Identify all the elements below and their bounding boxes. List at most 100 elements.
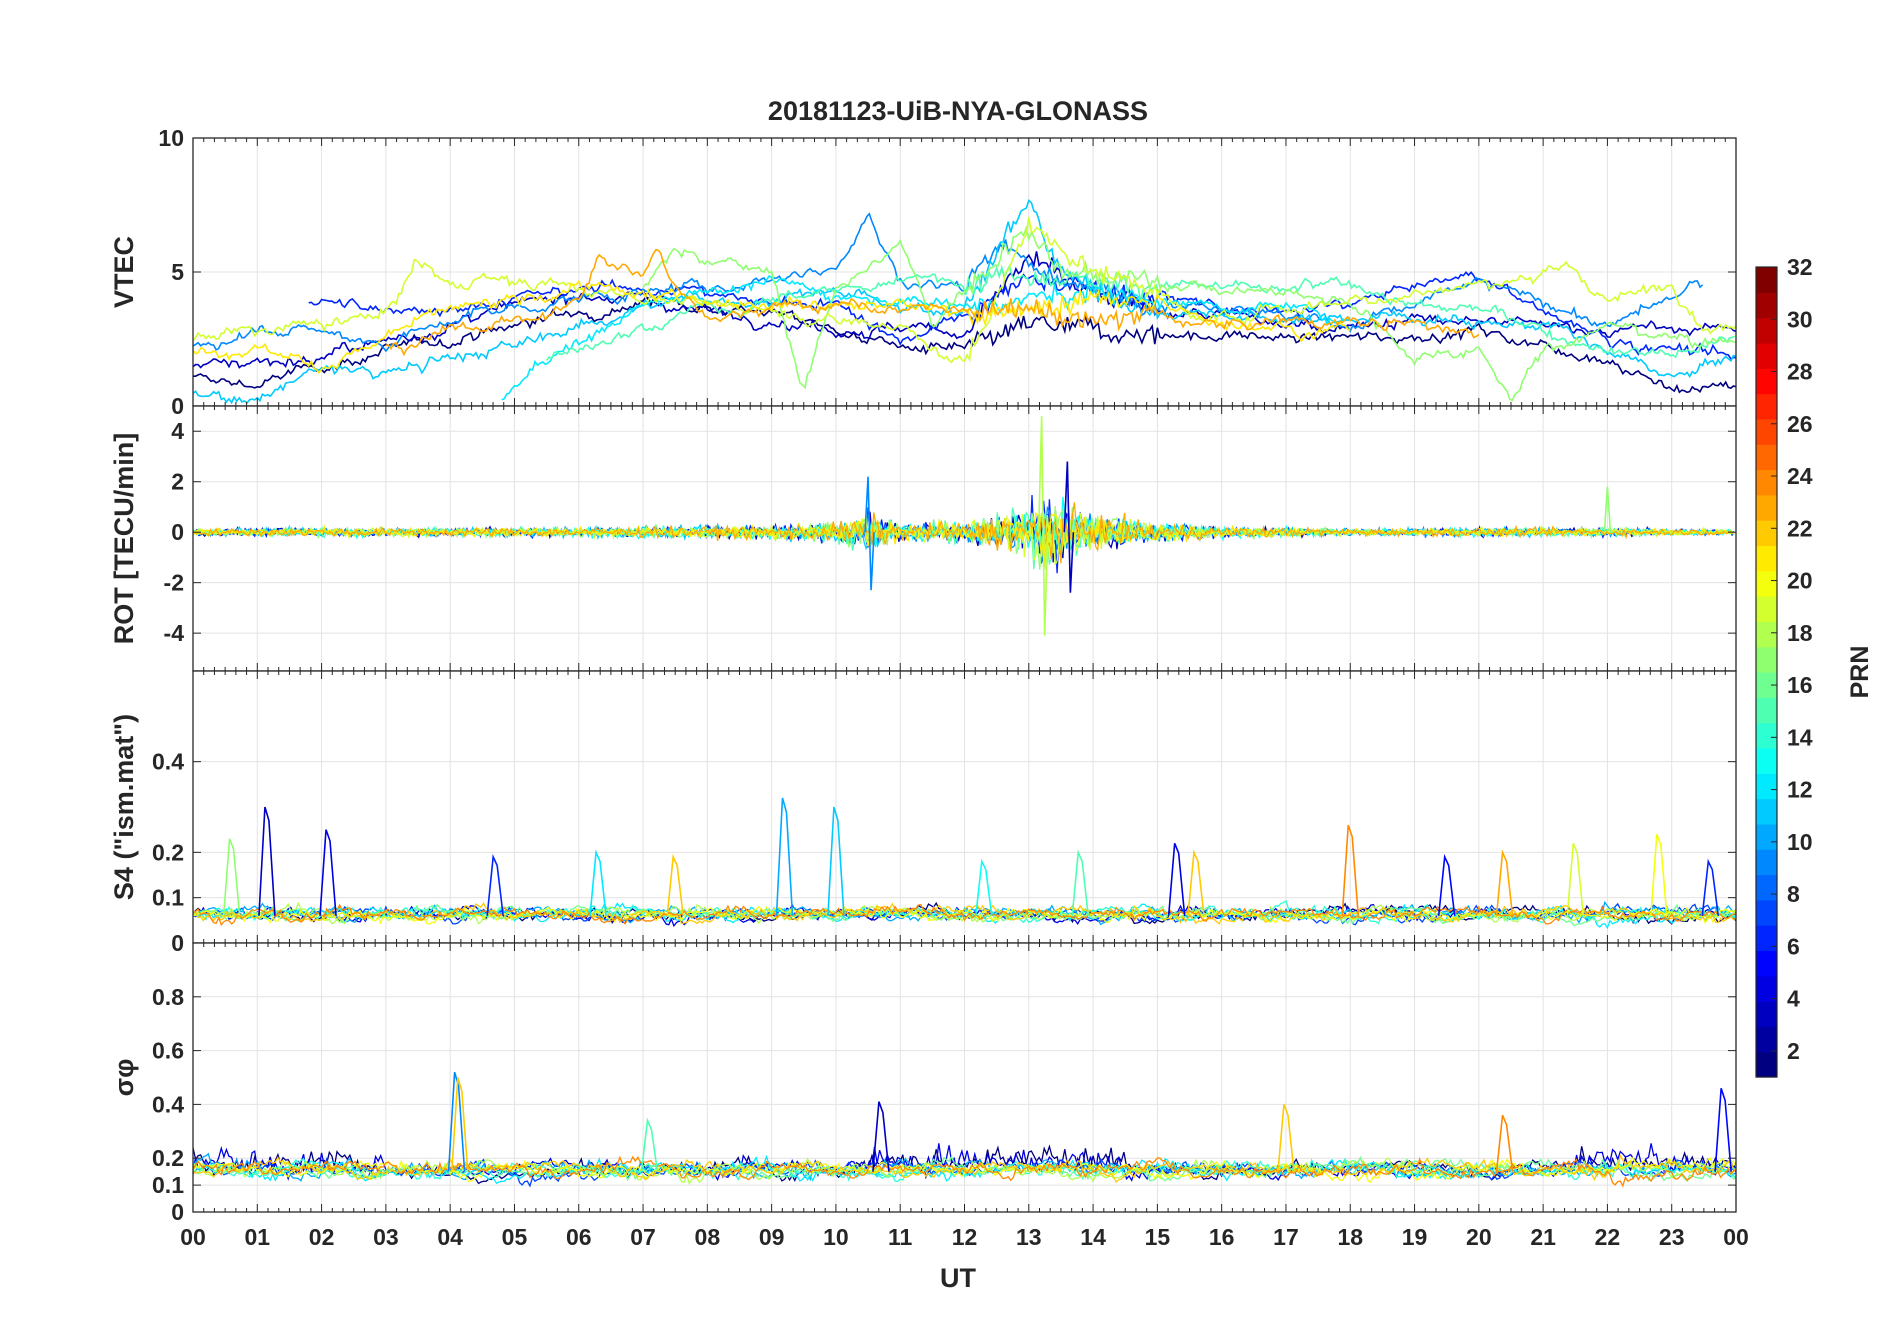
ticks	[192, 943, 1737, 1213]
series-group	[193, 198, 1736, 405]
colorbar-title: PRN	[1846, 646, 1874, 699]
x-tick-label: 00	[180, 1224, 206, 1250]
colorbar-segment	[1756, 368, 1777, 395]
rot-spike	[1603, 486, 1614, 533]
colorbar-segment	[1756, 1001, 1777, 1027]
x-tick-label: 21	[1530, 1224, 1556, 1250]
vtec-series-prn-6	[308, 271, 1736, 360]
colorbar-segment	[1756, 1026, 1777, 1053]
y-tick-label: 4	[171, 418, 184, 444]
colorbar-segment	[1756, 798, 1777, 825]
rot-series-prn-23	[193, 502, 1735, 564]
ticks	[192, 137, 1737, 407]
series-prn-24	[193, 1155, 1736, 1188]
colorbar-segment	[1756, 646, 1777, 673]
x-tick-label: 13	[1016, 1224, 1042, 1250]
colorbar-segment	[1756, 418, 1777, 445]
colorbar-segment	[1756, 494, 1777, 521]
peak-mark	[258, 806, 276, 916]
y-tick-label: 0.6	[152, 1038, 184, 1064]
colorbar-segment	[1756, 849, 1777, 876]
colorbar-tick-label: 30	[1787, 306, 1813, 332]
y-tick-label: 0.1	[152, 1172, 184, 1198]
y-tick-label: 0.8	[152, 984, 184, 1010]
peak-mark	[775, 797, 794, 916]
y-tick-label: -4	[164, 620, 185, 646]
peak-mark	[974, 858, 993, 916]
series-prn-20	[193, 904, 1736, 925]
colorbar-tick-label: 24	[1787, 463, 1813, 489]
peak-mark	[1167, 842, 1186, 916]
x-tick-label: 01	[244, 1224, 270, 1250]
x-tick-label: 12	[952, 1224, 978, 1250]
peak-mark	[827, 806, 845, 916]
y-tick-label: 0	[171, 393, 184, 419]
colorbar-tick-label: 32	[1787, 254, 1813, 280]
series-group	[193, 797, 1736, 930]
panel-4: 00.10.2 0.4 0.6 0.8 σφ	[109, 942, 1737, 1225]
x-axis-title: UT	[940, 1263, 976, 1293]
x-tick-label: 18	[1337, 1224, 1363, 1250]
colorbar-tick-label: 18	[1787, 620, 1813, 646]
colorbar-segment	[1756, 874, 1777, 901]
colorbar-tick-label: 22	[1787, 515, 1813, 541]
y-tick-label: 0	[171, 519, 184, 545]
peak-mark	[447, 1071, 466, 1172]
x-tick-label: 20	[1466, 1224, 1492, 1250]
colorbar-tick-label: 8	[1787, 881, 1800, 907]
peak-mark	[1495, 849, 1514, 916]
vtec-series-prn-12	[501, 274, 1351, 401]
peak-mark	[872, 1101, 890, 1172]
colorbar-segment	[1756, 342, 1777, 369]
x-tick-label: 08	[695, 1224, 721, 1250]
colorbar-segment	[1756, 722, 1777, 749]
colorbar-segment	[1756, 975, 1777, 1002]
series-prn-7	[193, 902, 1736, 926]
peak-mark	[486, 853, 504, 916]
x-tick-label: 09	[759, 1224, 785, 1250]
series-prn-20	[193, 1156, 1736, 1184]
y-tick-label: 0.4	[152, 749, 184, 775]
y-tick-label: 0.4	[152, 1091, 184, 1117]
peak-mark	[1714, 1088, 1732, 1172]
colorbar-segment	[1756, 1051, 1777, 1078]
peak-mark	[1341, 824, 1360, 916]
y-axis-title: σφ	[109, 1059, 139, 1097]
peak-mark	[589, 849, 607, 916]
ticks	[192, 671, 1737, 944]
colorbar-segment	[1756, 697, 1777, 724]
grid	[193, 138, 1736, 406]
colorbar-segment	[1756, 823, 1777, 850]
colorbar-segment	[1756, 520, 1777, 547]
x-tick-label: 07	[630, 1224, 656, 1250]
y-axis-title: VTEC	[109, 236, 139, 308]
peak-mark	[1495, 1114, 1514, 1172]
x-tick-label: 04	[437, 1224, 463, 1250]
colorbar-tick-label: 6	[1787, 933, 1800, 959]
rot-spike	[1063, 461, 1075, 593]
series-group	[193, 416, 1735, 636]
colorbar-tick-label: 2	[1787, 1038, 1800, 1064]
peak-mark	[1071, 849, 1090, 916]
x-tick-label: 00	[1723, 1224, 1749, 1250]
x-tick-label: 19	[1402, 1224, 1428, 1250]
colorbar-tick-label: 12	[1787, 777, 1813, 803]
peak-mark	[451, 1077, 469, 1172]
y-tick-label: 0	[171, 930, 184, 956]
colorbar-segment	[1756, 773, 1777, 800]
rot-spike	[864, 476, 875, 591]
vtec-series-prn-23	[385, 248, 1480, 357]
peak-mark	[1650, 833, 1668, 916]
colorbar-segment	[1756, 596, 1777, 622]
panel-2: -4 -2 0 2 4 ROT [TECU/min]	[109, 405, 1737, 672]
x-tick-label: 03	[373, 1224, 399, 1250]
colorbar-tick-label: 4	[1787, 986, 1800, 1012]
peak-mark	[319, 829, 337, 916]
colorbar-tick-label: 28	[1787, 359, 1813, 385]
peak-mark	[640, 1117, 659, 1172]
y-tick-label: -2	[164, 570, 184, 596]
peak-mark	[1701, 858, 1720, 916]
vtec-series-prn-19	[193, 217, 1736, 364]
colorbar-tick-label: 14	[1787, 724, 1813, 750]
